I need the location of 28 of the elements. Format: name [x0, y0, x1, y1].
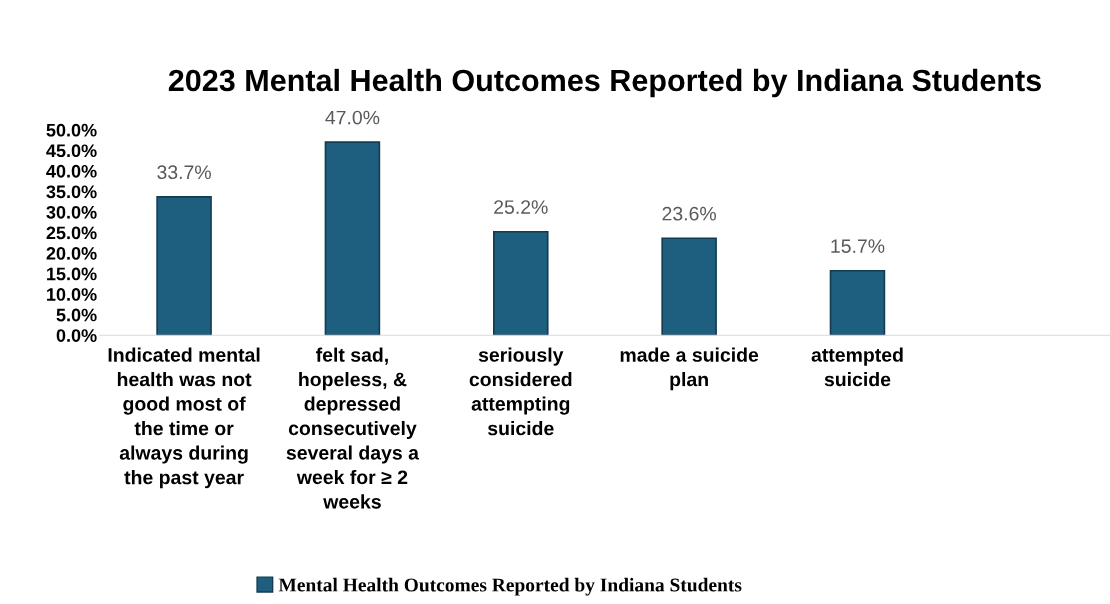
bar	[324, 141, 381, 336]
legend-label: Mental Health Outcomes Reported by Indiana Students	[278, 577, 742, 596]
y-tick-label: 40.0%	[46, 164, 97, 178]
y-tick-label: 20.0%	[46, 247, 97, 260]
y-tick-label: 10.0%	[47, 288, 97, 301]
data-label: 25.2%	[494, 200, 548, 214]
chart-title: 2023 Mental Health Outcomes Reported by Indiana Students	[168, 68, 1041, 98]
x-tick-label: felt sad, hopeless, & depressed consecutively several days a week for ≥ 2 weeks	[286, 347, 420, 509]
x-tick-label: attempted suicide	[811, 347, 903, 387]
x-tick-label: Indicated mental health was not good most of the time or always during the past year	[108, 347, 260, 489]
x-tick-label: made a suicide plan	[620, 347, 759, 391]
data-label: 15.7%	[831, 239, 885, 253]
y-tick-label: 30.0%	[46, 205, 97, 219]
bar	[661, 237, 717, 336]
y-tick-label: 0.0%	[56, 329, 97, 342]
data-label: 23.6%	[662, 206, 716, 221]
x-tick-label: seriously considered attempting suicide	[469, 347, 572, 436]
data-label: 33.7%	[157, 165, 211, 180]
y-tick-label: 25.0%	[46, 226, 97, 240]
y-tick-label: 35.0%	[46, 185, 97, 199]
bar	[156, 195, 212, 336]
data-label: 47.0%	[325, 110, 380, 125]
bar	[493, 230, 549, 336]
bar	[829, 269, 886, 336]
y-tick-label: 15.0%	[47, 267, 97, 281]
y-tick-label: 50.0%	[46, 123, 97, 137]
y-tick-label: 5.0%	[56, 308, 97, 322]
y-tick-label: 45.0%	[46, 144, 97, 158]
